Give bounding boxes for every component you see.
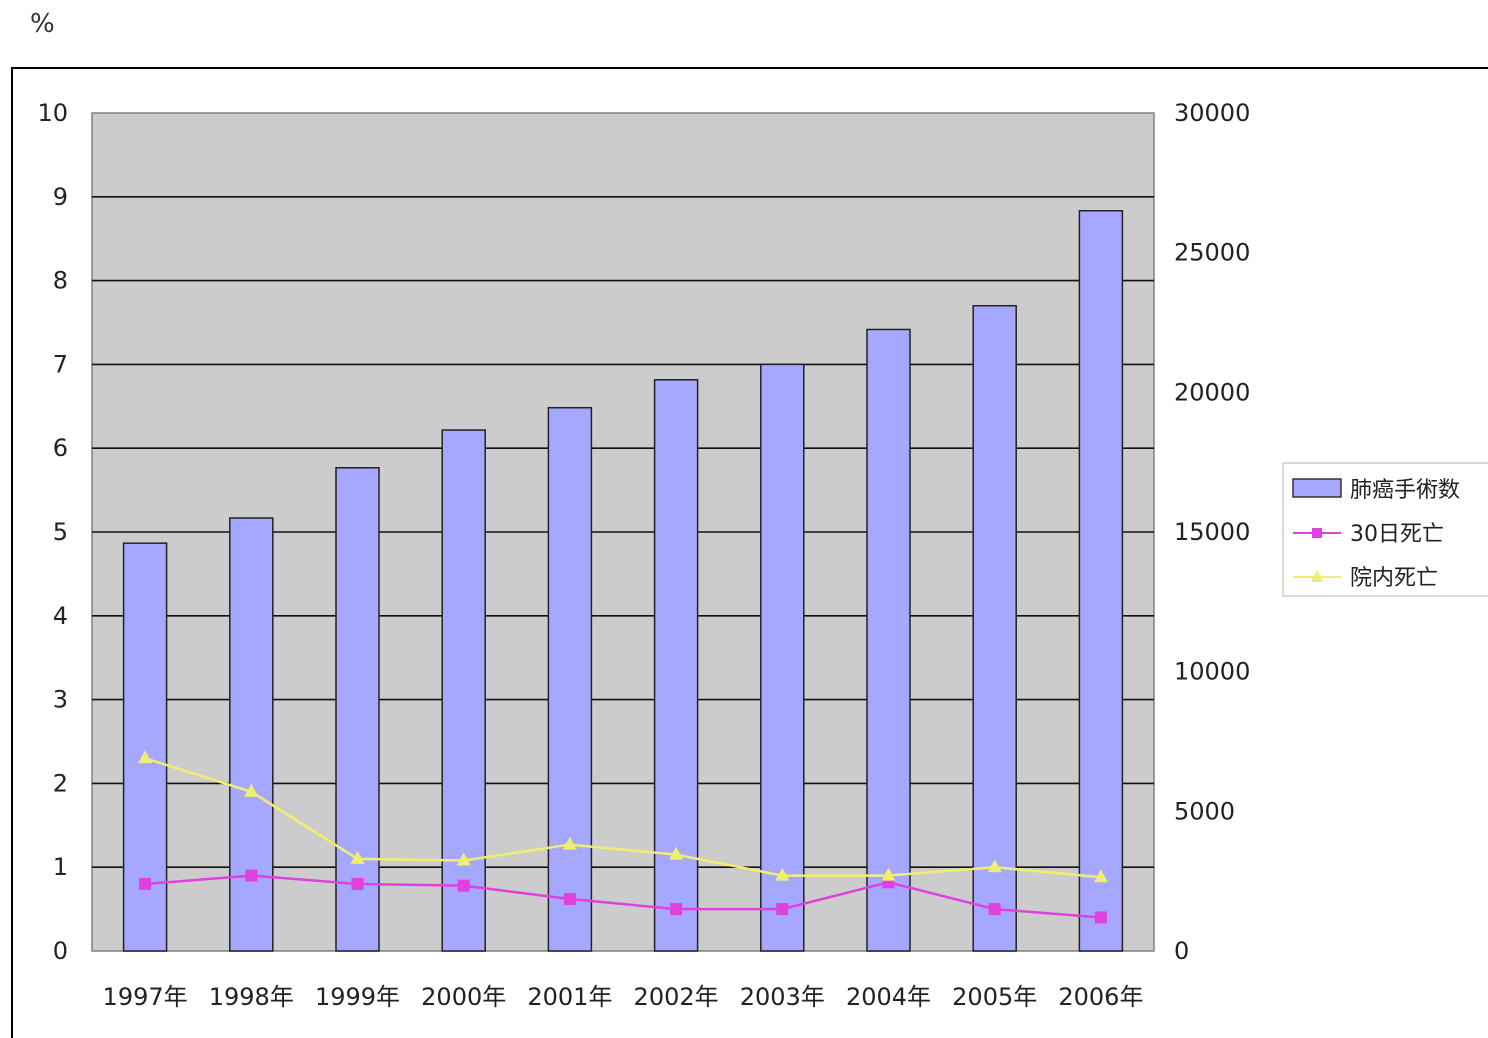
left-axis-unit: % [30, 9, 55, 39]
bar [229, 517, 274, 952]
bar [335, 467, 380, 952]
right-tick-label: 20000 [1174, 378, 1250, 406]
x-axis-ticks: 1997年 1998年 1999年 2000年 2001年 2002年 2003年 2004年… [103, 983, 1144, 1011]
left-tick-label: 1 [53, 853, 68, 881]
right-tick-label: 5000 [1174, 797, 1235, 825]
left-tick-label: 8 [53, 267, 68, 295]
data-point [987, 859, 1002, 873]
x-tick-label: 2005年 [952, 983, 1037, 1011]
data-point [138, 750, 153, 764]
left-tick-label: 10 [37, 99, 68, 127]
data-point [456, 852, 471, 866]
x-tick-label: 1997年 [103, 983, 188, 1011]
x-tick-label: 2000年 [421, 983, 506, 1011]
left-tick-label: 6 [53, 434, 68, 462]
legend-label-inhospital: 院内死亡 [1350, 566, 1438, 591]
left-axis-ticks: 0 1 2 3 4 5 6 7 8 9 10 [37, 99, 68, 965]
right-tick-label: 15000 [1174, 518, 1250, 546]
legend-marker-inhospital [1311, 570, 1323, 582]
x-tick-label: 2004年 [846, 983, 931, 1011]
series-line-1 [145, 874, 1101, 919]
bar [972, 304, 1017, 952]
bar [547, 406, 593, 952]
bar [1078, 210, 1124, 952]
left-tick-label: 4 [53, 602, 68, 630]
bar [760, 363, 805, 952]
bar [441, 429, 486, 952]
data-point [244, 783, 259, 797]
data-point [245, 869, 258, 882]
legend-marker-30day [1312, 528, 1322, 538]
left-tick-label: 5 [53, 518, 68, 546]
data-point [457, 879, 470, 892]
data-point [563, 893, 576, 906]
x-tick-label: 1998年 [209, 983, 294, 1011]
data-point [669, 846, 684, 860]
right-axis-ticks: 0 5000 10000 15000 20000 25000 30000 [1174, 99, 1250, 965]
bar [866, 328, 911, 952]
data-point [776, 903, 789, 916]
data-point [881, 867, 896, 881]
data-point [350, 850, 365, 864]
left-tick-label: 9 [53, 183, 68, 211]
right-tick-label: 0 [1174, 937, 1189, 965]
legend: 肺癌手術数 30日死亡 院内死亡 [1282, 462, 1488, 597]
right-tick-label: 30000 [1174, 99, 1250, 127]
right-tick-label: 25000 [1174, 239, 1250, 267]
legend-label-bar: 肺癌手術数 [1350, 478, 1460, 503]
x-tick-label: 1999年 [315, 983, 400, 1011]
bar [653, 379, 699, 952]
line-series [138, 750, 1108, 924]
bar-series [122, 210, 1124, 952]
series-line-2 [144, 757, 1102, 879]
data-point [351, 877, 364, 890]
data-point [1093, 869, 1108, 883]
x-tick-label: 2006年 [1058, 983, 1143, 1011]
data-point [139, 877, 152, 890]
data-point [562, 836, 577, 850]
data-point [988, 903, 1001, 916]
left-tick-label: 0 [53, 937, 68, 965]
legend-swatch-bar [1292, 478, 1342, 498]
x-tick-label: 2001年 [527, 983, 612, 1011]
x-tick-label: 2002年 [634, 983, 719, 1011]
left-tick-label: 2 [53, 769, 68, 797]
legend-label-30day: 30日死亡 [1350, 522, 1444, 547]
left-tick-label: 7 [53, 350, 68, 378]
right-tick-label: 10000 [1174, 658, 1250, 686]
data-point [775, 867, 790, 881]
x-tick-label: 2003年 [740, 983, 825, 1011]
data-point [670, 903, 683, 916]
data-point [1094, 911, 1107, 924]
left-tick-label: 3 [53, 686, 68, 714]
